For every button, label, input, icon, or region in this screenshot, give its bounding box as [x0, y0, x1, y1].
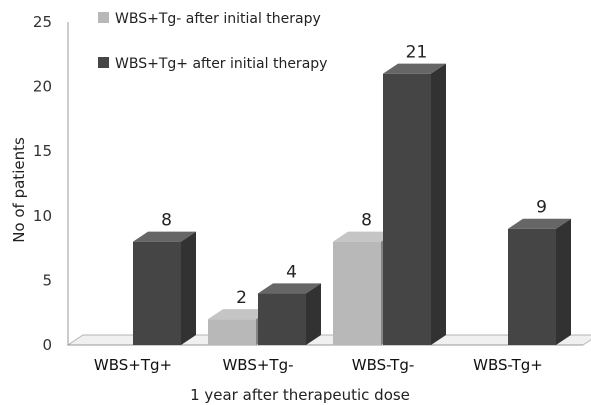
- bar-front: [333, 241, 381, 345]
- bars: [133, 63, 571, 346]
- bar-2-WBS-Tg+: [508, 218, 571, 345]
- bar-2-WBS+Tg+: [133, 231, 196, 345]
- bar-top: [508, 218, 571, 229]
- data-label: 2: [236, 288, 247, 308]
- y-tick-label: 10: [33, 207, 52, 225]
- category-label: WBS-Tg+: [473, 356, 543, 374]
- bar-top: [208, 309, 271, 320]
- bar-top: [333, 231, 396, 242]
- bar-front: [258, 293, 306, 345]
- legend: WBS+Tg- after initial therapy WBS+Tg+ af…: [98, 11, 327, 72]
- category-labels: WBS+Tg+ WBS+Tg- WBS-Tg- WBS-Tg+: [94, 356, 543, 374]
- data-label: 8: [361, 211, 372, 231]
- y-tick-label: 5: [42, 271, 52, 289]
- y-tick-label: 15: [33, 142, 52, 160]
- legend-swatch-series-1: [98, 12, 109, 23]
- bar-side: [431, 63, 446, 346]
- y-tick-labels: 0 5 10 15 20 25: [33, 13, 52, 354]
- legend-label-series-1: WBS+Tg- after initial therapy: [115, 11, 321, 27]
- category-label: WBS+Tg+: [94, 356, 172, 374]
- data-labels: 8 2 4 8 21 9: [161, 43, 547, 308]
- data-label: 8: [161, 211, 172, 231]
- bar-2-WBS-Tg-: [383, 63, 446, 346]
- y-tick-label: 0: [42, 336, 52, 354]
- y-tick-label: 25: [33, 13, 52, 31]
- bar-top: [133, 231, 196, 242]
- bar-side: [181, 231, 196, 345]
- bar-top: [258, 283, 321, 294]
- bar-2-WBS+Tg-: [258, 283, 321, 345]
- bar-front: [383, 73, 431, 346]
- category-label: WBS+Tg-: [222, 356, 293, 374]
- bar-side: [306, 283, 321, 345]
- bar-top: [383, 63, 446, 74]
- category-label: WBS-Tg-: [352, 356, 415, 374]
- y-axis-title: No of patients: [10, 137, 28, 243]
- x-axis-title: 1 year after therapeutic dose: [190, 386, 410, 404]
- data-label: 21: [406, 43, 428, 63]
- data-label: 9: [536, 198, 547, 218]
- bar-front: [133, 241, 181, 345]
- bar-front: [208, 319, 256, 345]
- y-tick-label: 20: [33, 78, 52, 96]
- legend-swatch-series-2: [98, 57, 109, 68]
- bar-side: [556, 218, 571, 345]
- bar-front: [508, 228, 556, 345]
- data-label: 4: [286, 262, 297, 282]
- legend-label-series-2: WBS+Tg+ after initial therapy: [115, 56, 327, 72]
